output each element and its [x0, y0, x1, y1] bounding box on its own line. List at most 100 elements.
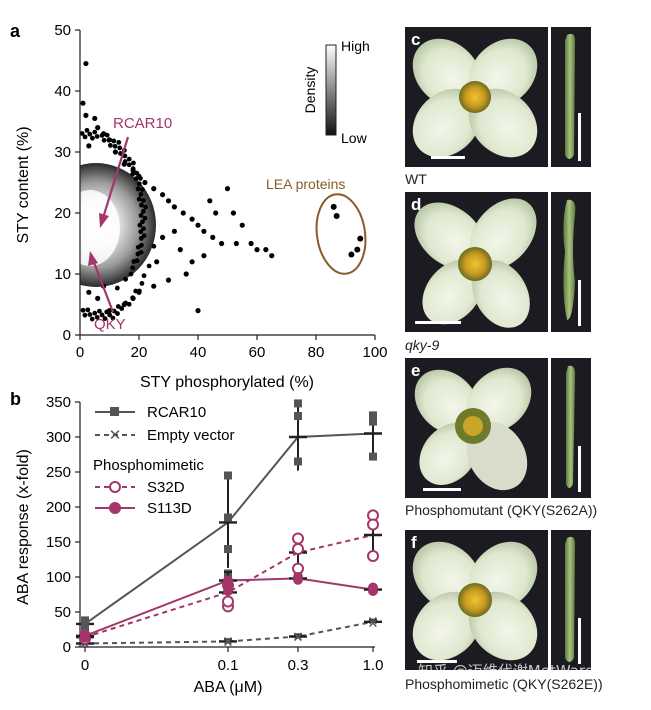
replicate-point: [223, 579, 233, 589]
caption-wt: WT: [405, 171, 427, 187]
scatter-point: [112, 149, 118, 155]
b-legend: RCAR10 ✕ Empty vector Phosphomimetic S32…: [93, 404, 235, 517]
scatter-point: [151, 283, 157, 289]
scatter-point: [104, 132, 110, 138]
scatter-point: [142, 215, 148, 221]
arrow-rcar10: [101, 136, 130, 219]
scatter-point: [140, 198, 146, 203]
replicate-point: [294, 457, 302, 466]
scatter-point: [104, 309, 110, 315]
scatter-point: [82, 134, 88, 140]
b-y-tick-label: 50: [54, 604, 71, 621]
legend-rcar10-label: RCAR10: [147, 404, 206, 421]
scatter-point: [139, 242, 144, 248]
scatter-point: [137, 222, 143, 228]
scatter-point: [130, 295, 136, 301]
scatter-point: [123, 276, 129, 282]
scatter-point: [138, 192, 144, 197]
scatter-point: [130, 166, 136, 172]
legend-s32d-label: S32D: [147, 479, 185, 496]
caption-qky9: qky-9: [405, 337, 440, 353]
pod-e: [551, 358, 591, 498]
replicate-point: ✕: [368, 613, 379, 628]
legend-empty-label: Empty vector: [147, 427, 235, 444]
scatter-point: [138, 249, 144, 255]
replicate-point: [81, 616, 89, 625]
a-x-tick-label: 100: [362, 344, 387, 361]
scatter-point: [138, 175, 143, 181]
scatter-point: [94, 134, 100, 139]
photo-c-wt: c: [405, 27, 548, 167]
replicate-point: [224, 545, 232, 553]
density-colorbar: [325, 44, 337, 136]
b-x-axis-label: ABA (μM): [194, 679, 263, 696]
a-y-tick-label: 30: [54, 144, 71, 161]
scatter-point: [95, 295, 101, 301]
replicate-point: [292, 543, 304, 555]
scatter-point: [116, 139, 122, 145]
replicate-point: [369, 417, 377, 426]
y-axis-label: STY content (%): [15, 126, 32, 243]
lea-point: [354, 246, 361, 253]
watermark: 知乎 @迈维代谢MetWare: [418, 662, 594, 680]
scatter-point: [92, 129, 98, 135]
scatter-point: [136, 181, 142, 187]
arrow-qky-head: [88, 251, 98, 266]
scatter-point: [86, 289, 92, 295]
annotation-lea: LEA proteins: [266, 176, 345, 192]
scatter-point: [138, 212, 144, 218]
scatter-point: [122, 159, 128, 164]
replicate-point: [81, 623, 89, 632]
scatter-point: [151, 243, 157, 249]
replicate-point: ✕: [293, 629, 304, 644]
scatter-point: [86, 143, 92, 149]
legend-section-title: Phosphomimetic: [93, 457, 204, 474]
scatter-point: [139, 187, 145, 192]
scatter-point: [141, 226, 146, 232]
scatter-point: [233, 240, 239, 247]
scatter-point: [171, 204, 177, 210]
scatter-point: [136, 288, 142, 294]
scatter-point: [80, 100, 86, 106]
b-x-tick-label: 1.0: [363, 657, 384, 674]
lea-ellipse: [315, 193, 367, 275]
scatter-point: [239, 222, 245, 228]
scatter-point: [154, 259, 160, 265]
lea-point: [333, 213, 340, 220]
scatter-point: [183, 271, 189, 277]
replicate-point: ✕: [80, 637, 91, 652]
scatter-point: [92, 115, 98, 122]
scatter-point: [139, 281, 145, 286]
annotation-qky: QKY: [94, 316, 126, 333]
scatter-point: [110, 315, 116, 321]
panel-d-label: d: [411, 195, 421, 214]
scatter-point: [136, 196, 142, 202]
lea-point: [330, 203, 337, 210]
scatter-point: [84, 127, 90, 133]
density-legend-high: High: [341, 38, 370, 54]
panel-a-label: a: [10, 21, 21, 41]
scatter-point: [114, 285, 120, 291]
replicate-point: [369, 412, 377, 420]
arrow-rcar10-head: [99, 213, 109, 228]
photo-panels: c d e: [405, 27, 591, 670]
annotation-rcar10: RCAR10: [113, 115, 172, 132]
scatter-point: [180, 210, 186, 216]
panel-b-label: b: [10, 392, 21, 409]
scatter-point: [94, 314, 100, 320]
a-x-tick-label: 0: [76, 344, 84, 361]
caption-phosphomimetic: Phosphomimetic (QKY(S262E)): [405, 676, 603, 692]
scatter-point: [117, 145, 123, 151]
scatter-point: [80, 131, 85, 136]
legend-rcar10-marker: [110, 407, 119, 416]
replicate-point: [369, 452, 377, 461]
scatter-point: [87, 312, 93, 317]
legend-s32d-marker: [109, 481, 121, 493]
scatter-point: [111, 138, 117, 144]
b-x-tick-label: 0: [81, 657, 89, 674]
a-y-tick-label: 10: [54, 266, 71, 283]
scatter-point: [165, 198, 172, 204]
scatter-point: [83, 60, 89, 67]
x-axis-label: STY phosphorylated (%): [140, 374, 314, 391]
b-y-tick-label: 300: [46, 429, 71, 446]
